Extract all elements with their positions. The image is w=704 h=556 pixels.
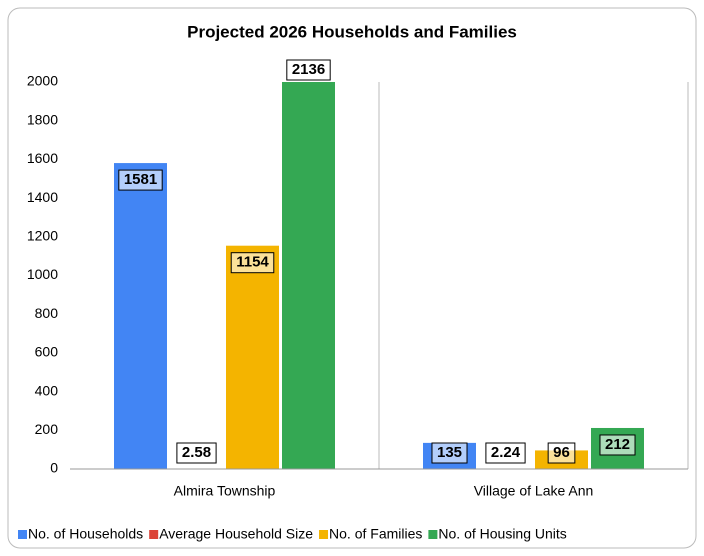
- y-tick-label: 2000: [27, 73, 58, 89]
- legend-swatch: [428, 530, 438, 539]
- y-tick-label: 400: [35, 382, 59, 398]
- data-label-group: 96: [547, 442, 576, 464]
- x-tick-label: Almira Township: [174, 483, 276, 499]
- data-label-box: [118, 169, 163, 191]
- chart-frame: [7, 7, 697, 549]
- data-label: 2.24: [491, 444, 521, 461]
- y-tick-label: 1000: [27, 266, 58, 282]
- data-label: 135: [437, 444, 462, 461]
- data-label-group: 212: [599, 434, 636, 456]
- data-label-group: 2136: [286, 59, 331, 81]
- bar: [282, 82, 335, 469]
- y-tick-label: 1800: [27, 111, 58, 127]
- y-tick-label: 600: [35, 344, 59, 360]
- bar: [226, 245, 279, 469]
- data-label-box: [431, 442, 468, 464]
- legend-swatch: [319, 530, 329, 539]
- y-tick-label: 200: [35, 421, 59, 437]
- y-tick-label: 1600: [27, 150, 58, 166]
- y-tick-label: 0: [50, 460, 58, 476]
- data-label-group: 1154: [230, 252, 275, 274]
- data-label: 1581: [124, 171, 157, 188]
- data-label: 212: [605, 436, 630, 453]
- data-label: 1154: [236, 254, 269, 271]
- data-label-box: [485, 442, 526, 464]
- legend-label: No. of Families: [329, 526, 422, 542]
- data-label: 2136: [292, 61, 325, 78]
- x-tick-label: Village of Lake Ann: [474, 483, 594, 499]
- data-label-group: 135: [431, 442, 468, 464]
- legend-label: Average Household Size: [159, 526, 313, 542]
- chart-title: Projected 2026 Households and Families: [187, 22, 517, 41]
- data-label-box: [286, 59, 331, 81]
- y-tick-label: 1200: [27, 228, 58, 244]
- legend-swatch: [149, 530, 159, 539]
- data-label-box: [176, 442, 217, 464]
- data-label: 2.58: [182, 444, 211, 461]
- data-label-group: 1581: [118, 169, 163, 191]
- data-label: 96: [553, 444, 570, 461]
- legend-label: No. of Households: [28, 526, 143, 542]
- y-tick-label: 1400: [27, 189, 58, 205]
- legend-label: No. of Housing Units: [438, 526, 566, 542]
- legend-swatch: [18, 530, 27, 539]
- data-label-group: 2.58: [176, 442, 217, 464]
- data-label-box: [230, 252, 275, 274]
- y-tick-label: 800: [35, 305, 59, 321]
- data-label-box: [547, 442, 576, 464]
- data-label-group: 2.24: [485, 442, 526, 464]
- bar: [114, 163, 167, 469]
- data-label-box: [599, 434, 636, 456]
